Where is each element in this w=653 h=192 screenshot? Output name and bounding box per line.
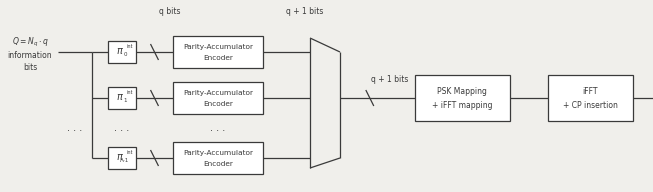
Text: π: π xyxy=(116,92,122,102)
Text: + iFFT mapping: + iFFT mapping xyxy=(432,100,492,109)
Text: . . .: . . . xyxy=(67,123,83,133)
Text: Λ-1: Λ-1 xyxy=(120,159,130,164)
Text: bits: bits xyxy=(23,63,37,71)
Text: 1: 1 xyxy=(123,98,127,103)
Text: q + 1 bits: q + 1 bits xyxy=(372,74,409,84)
Bar xyxy=(108,41,136,63)
Text: information: information xyxy=(8,50,52,60)
Text: PSK Mapping: PSK Mapping xyxy=(437,88,487,97)
Text: q bits: q bits xyxy=(159,7,181,17)
Text: Parity-Accumulator: Parity-Accumulator xyxy=(183,150,253,156)
Text: Encoder: Encoder xyxy=(203,55,233,61)
Bar xyxy=(547,75,633,121)
Text: . . .: . . . xyxy=(114,123,130,133)
Bar xyxy=(415,75,509,121)
Text: Encoder: Encoder xyxy=(203,101,233,107)
Text: + CP insertion: + CP insertion xyxy=(563,100,618,109)
Text: Parity-Accumulator: Parity-Accumulator xyxy=(183,90,253,96)
Text: iFFT: iFFT xyxy=(582,88,597,97)
Bar xyxy=(173,36,263,68)
Bar xyxy=(173,142,263,174)
Bar xyxy=(108,87,136,109)
Text: int: int xyxy=(127,151,133,156)
Text: q + 1 bits: q + 1 bits xyxy=(286,7,324,17)
Text: π: π xyxy=(116,46,122,56)
Bar xyxy=(108,147,136,169)
Text: int: int xyxy=(127,45,133,50)
Bar xyxy=(173,82,263,114)
Text: $Q = N_q \cdot q$: $Q = N_q \cdot q$ xyxy=(12,36,48,49)
Text: Encoder: Encoder xyxy=(203,161,233,167)
Text: . . .: . . . xyxy=(210,123,226,133)
Text: Parity-Accumulator: Parity-Accumulator xyxy=(183,44,253,50)
Text: 0: 0 xyxy=(123,52,127,57)
Text: int: int xyxy=(127,90,133,95)
Text: π: π xyxy=(116,152,122,162)
